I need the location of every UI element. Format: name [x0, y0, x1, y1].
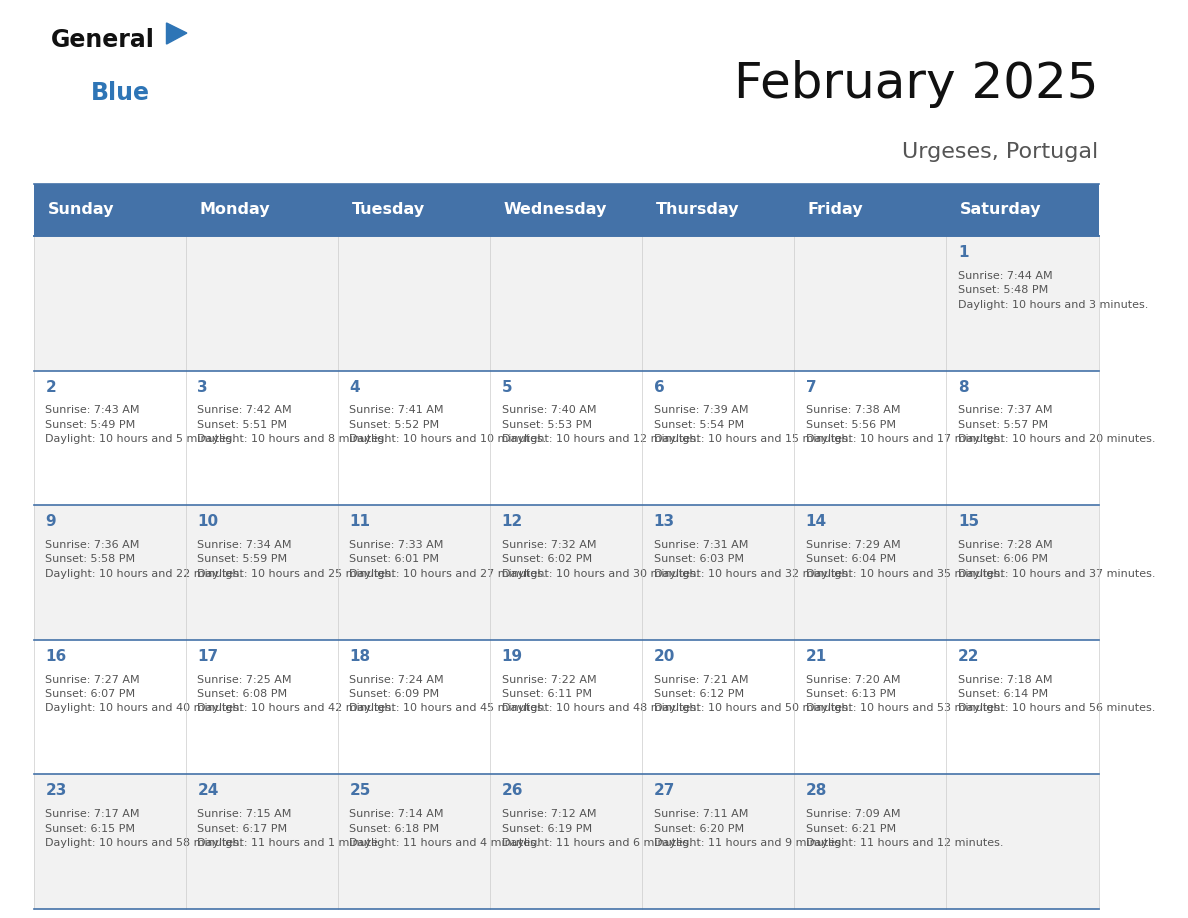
Text: Sunrise: 7:20 AM
Sunset: 6:13 PM
Daylight: 10 hours and 53 minutes.: Sunrise: 7:20 AM Sunset: 6:13 PM Dayligh…: [805, 675, 1003, 713]
Text: Sunrise: 7:09 AM
Sunset: 6:21 PM
Daylight: 11 hours and 12 minutes.: Sunrise: 7:09 AM Sunset: 6:21 PM Dayligh…: [805, 809, 1003, 848]
Text: 14: 14: [805, 514, 827, 530]
Text: Sunday: Sunday: [48, 202, 114, 218]
Text: Tuesday: Tuesday: [352, 202, 425, 218]
Text: Sunrise: 7:12 AM
Sunset: 6:19 PM
Daylight: 11 hours and 6 minutes.: Sunrise: 7:12 AM Sunset: 6:19 PM Dayligh…: [501, 809, 691, 848]
Text: 23: 23: [45, 783, 67, 799]
Text: 18: 18: [349, 649, 371, 664]
Text: Sunrise: 7:36 AM
Sunset: 5:58 PM
Daylight: 10 hours and 22 minutes.: Sunrise: 7:36 AM Sunset: 5:58 PM Dayligh…: [45, 540, 242, 578]
Text: 4: 4: [349, 380, 360, 395]
Text: 6: 6: [653, 380, 664, 395]
Text: 2: 2: [45, 380, 56, 395]
Text: Thursday: Thursday: [656, 202, 739, 218]
Text: Sunrise: 7:38 AM
Sunset: 5:56 PM
Daylight: 10 hours and 17 minutes.: Sunrise: 7:38 AM Sunset: 5:56 PM Dayligh…: [805, 406, 1003, 444]
Text: 28: 28: [805, 783, 827, 799]
Text: Sunrise: 7:28 AM
Sunset: 6:06 PM
Daylight: 10 hours and 37 minutes.: Sunrise: 7:28 AM Sunset: 6:06 PM Dayligh…: [958, 540, 1155, 578]
Text: Sunrise: 7:33 AM
Sunset: 6:01 PM
Daylight: 10 hours and 27 minutes.: Sunrise: 7:33 AM Sunset: 6:01 PM Dayligh…: [349, 540, 548, 578]
Text: 9: 9: [45, 514, 56, 530]
Text: Sunrise: 7:42 AM
Sunset: 5:51 PM
Daylight: 10 hours and 8 minutes.: Sunrise: 7:42 AM Sunset: 5:51 PM Dayligh…: [197, 406, 388, 444]
Text: 15: 15: [958, 514, 979, 530]
Text: 24: 24: [197, 783, 219, 799]
Text: Sunrise: 7:41 AM
Sunset: 5:52 PM
Daylight: 10 hours and 10 minutes.: Sunrise: 7:41 AM Sunset: 5:52 PM Dayligh…: [349, 406, 546, 444]
Text: 10: 10: [197, 514, 219, 530]
Text: Sunrise: 7:11 AM
Sunset: 6:20 PM
Daylight: 11 hours and 9 minutes.: Sunrise: 7:11 AM Sunset: 6:20 PM Dayligh…: [653, 809, 845, 848]
Text: February 2025: February 2025: [734, 60, 1099, 107]
Text: Sunrise: 7:27 AM
Sunset: 6:07 PM
Daylight: 10 hours and 40 minutes.: Sunrise: 7:27 AM Sunset: 6:07 PM Dayligh…: [45, 675, 242, 713]
Text: 21: 21: [805, 649, 827, 664]
Text: 22: 22: [958, 649, 979, 664]
Text: 27: 27: [653, 783, 675, 799]
Text: 16: 16: [45, 649, 67, 664]
Text: Urgeses, Portugal: Urgeses, Portugal: [903, 142, 1099, 162]
Text: 19: 19: [501, 649, 523, 664]
Bar: [34, 505, 1099, 640]
Text: Sunrise: 7:18 AM
Sunset: 6:14 PM
Daylight: 10 hours and 56 minutes.: Sunrise: 7:18 AM Sunset: 6:14 PM Dayligh…: [958, 675, 1155, 713]
Text: 17: 17: [197, 649, 219, 664]
Text: Saturday: Saturday: [960, 202, 1042, 218]
Bar: [34, 640, 1099, 774]
Text: Sunrise: 7:44 AM
Sunset: 5:48 PM
Daylight: 10 hours and 3 minutes.: Sunrise: 7:44 AM Sunset: 5:48 PM Dayligh…: [958, 271, 1148, 309]
Text: Sunrise: 7:21 AM
Sunset: 6:12 PM
Daylight: 10 hours and 50 minutes.: Sunrise: 7:21 AM Sunset: 6:12 PM Dayligh…: [653, 675, 851, 713]
Text: Sunrise: 7:22 AM
Sunset: 6:11 PM
Daylight: 10 hours and 48 minutes.: Sunrise: 7:22 AM Sunset: 6:11 PM Dayligh…: [501, 675, 700, 713]
Text: Blue: Blue: [90, 81, 150, 105]
Text: Sunrise: 7:43 AM
Sunset: 5:49 PM
Daylight: 10 hours and 5 minutes.: Sunrise: 7:43 AM Sunset: 5:49 PM Dayligh…: [45, 406, 235, 444]
Text: 11: 11: [349, 514, 371, 530]
Text: Sunrise: 7:40 AM
Sunset: 5:53 PM
Daylight: 10 hours and 12 minutes.: Sunrise: 7:40 AM Sunset: 5:53 PM Dayligh…: [501, 406, 699, 444]
Bar: [34, 774, 1099, 909]
Bar: [34, 184, 1099, 236]
Polygon shape: [166, 23, 187, 44]
Text: 26: 26: [501, 783, 523, 799]
Text: General: General: [51, 28, 154, 51]
Text: 8: 8: [958, 380, 968, 395]
Text: Sunrise: 7:37 AM
Sunset: 5:57 PM
Daylight: 10 hours and 20 minutes.: Sunrise: 7:37 AM Sunset: 5:57 PM Dayligh…: [958, 406, 1155, 444]
Text: Friday: Friday: [808, 202, 864, 218]
Text: 13: 13: [653, 514, 675, 530]
Text: Sunrise: 7:39 AM
Sunset: 5:54 PM
Daylight: 10 hours and 15 minutes.: Sunrise: 7:39 AM Sunset: 5:54 PM Dayligh…: [653, 406, 851, 444]
Text: Wednesday: Wednesday: [504, 202, 607, 218]
Bar: [34, 371, 1099, 505]
Text: Sunrise: 7:32 AM
Sunset: 6:02 PM
Daylight: 10 hours and 30 minutes.: Sunrise: 7:32 AM Sunset: 6:02 PM Dayligh…: [501, 540, 699, 578]
Bar: [34, 236, 1099, 371]
Text: 7: 7: [805, 380, 816, 395]
Text: Sunrise: 7:31 AM
Sunset: 6:03 PM
Daylight: 10 hours and 32 minutes.: Sunrise: 7:31 AM Sunset: 6:03 PM Dayligh…: [653, 540, 851, 578]
Text: 20: 20: [653, 649, 675, 664]
Text: 25: 25: [349, 783, 371, 799]
Text: Sunrise: 7:29 AM
Sunset: 6:04 PM
Daylight: 10 hours and 35 minutes.: Sunrise: 7:29 AM Sunset: 6:04 PM Dayligh…: [805, 540, 1003, 578]
Text: Sunrise: 7:24 AM
Sunset: 6:09 PM
Daylight: 10 hours and 45 minutes.: Sunrise: 7:24 AM Sunset: 6:09 PM Dayligh…: [349, 675, 546, 713]
Text: Sunrise: 7:25 AM
Sunset: 6:08 PM
Daylight: 10 hours and 42 minutes.: Sunrise: 7:25 AM Sunset: 6:08 PM Dayligh…: [197, 675, 396, 713]
Text: Sunrise: 7:17 AM
Sunset: 6:15 PM
Daylight: 10 hours and 58 minutes.: Sunrise: 7:17 AM Sunset: 6:15 PM Dayligh…: [45, 809, 242, 848]
Text: 12: 12: [501, 514, 523, 530]
Text: Sunrise: 7:34 AM
Sunset: 5:59 PM
Daylight: 10 hours and 25 minutes.: Sunrise: 7:34 AM Sunset: 5:59 PM Dayligh…: [197, 540, 394, 578]
Text: 3: 3: [197, 380, 208, 395]
Text: Sunrise: 7:14 AM
Sunset: 6:18 PM
Daylight: 11 hours and 4 minutes.: Sunrise: 7:14 AM Sunset: 6:18 PM Dayligh…: [349, 809, 541, 848]
Text: Monday: Monday: [200, 202, 271, 218]
Text: Sunrise: 7:15 AM
Sunset: 6:17 PM
Daylight: 11 hours and 1 minute.: Sunrise: 7:15 AM Sunset: 6:17 PM Dayligh…: [197, 809, 383, 848]
Text: 1: 1: [958, 245, 968, 260]
Text: 5: 5: [501, 380, 512, 395]
